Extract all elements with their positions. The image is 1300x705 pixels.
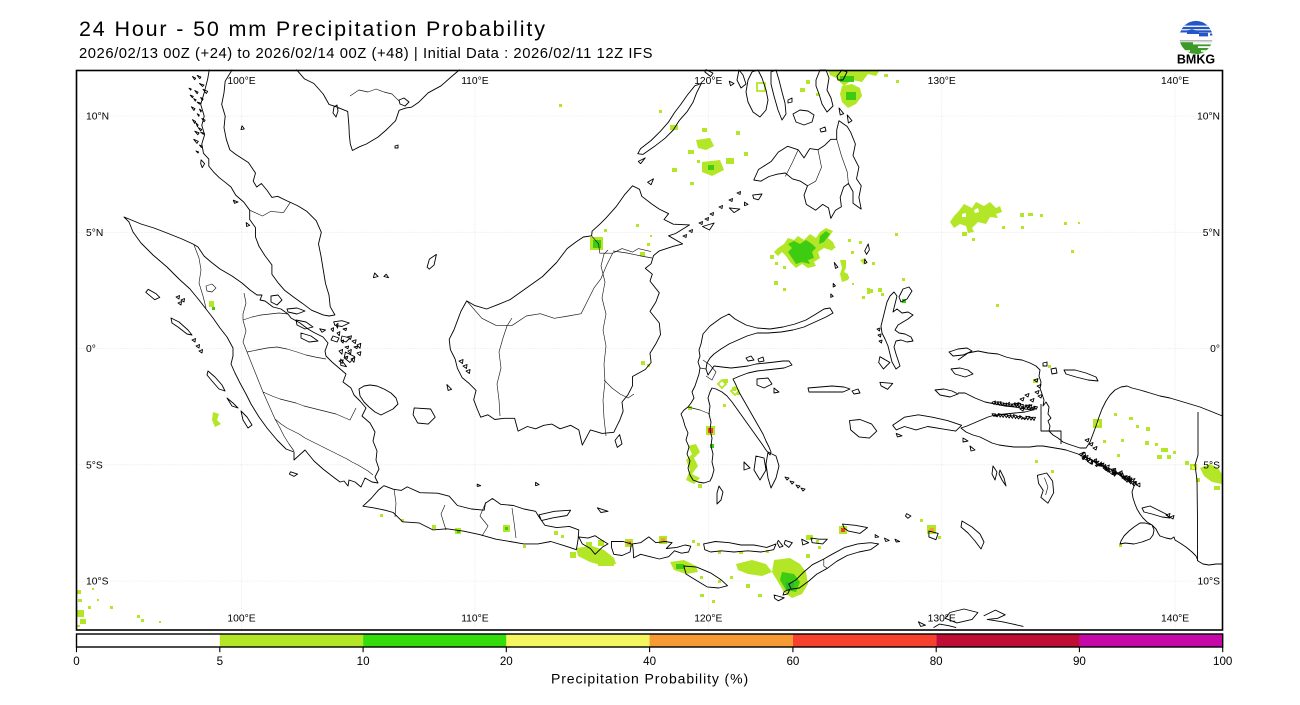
svg-text:110°E: 110°E: [461, 76, 489, 87]
svg-text:10°N: 10°N: [1197, 112, 1220, 123]
svg-text:100°E: 100°E: [227, 614, 255, 625]
svg-text:40: 40: [643, 655, 656, 668]
svg-text:10: 10: [357, 655, 370, 668]
svg-text:100: 100: [1213, 655, 1232, 668]
svg-text:5°N: 5°N: [1203, 228, 1220, 239]
svg-text:120°E: 120°E: [694, 614, 722, 625]
svg-text:10°S: 10°S: [86, 577, 109, 588]
svg-text:80: 80: [930, 655, 943, 668]
svg-text:5: 5: [217, 655, 223, 668]
svg-text:BMKG: BMKG: [1177, 53, 1215, 67]
svg-text:10°S: 10°S: [1198, 577, 1221, 588]
svg-text:10°N: 10°N: [86, 112, 109, 123]
svg-text:5°N: 5°N: [86, 228, 103, 239]
svg-text:0°: 0°: [1210, 344, 1220, 355]
svg-text:130°E: 130°E: [928, 614, 956, 625]
svg-text:0: 0: [73, 655, 79, 668]
svg-text:0°: 0°: [86, 344, 96, 355]
svg-text:140°E: 140°E: [1161, 76, 1189, 87]
svg-text:130°E: 130°E: [928, 76, 956, 87]
svg-text:110°E: 110°E: [461, 614, 489, 625]
svg-text:5°S: 5°S: [86, 460, 103, 471]
svg-text:60: 60: [786, 655, 799, 668]
svg-text:5°S: 5°S: [1203, 460, 1220, 471]
svg-text:140°E: 140°E: [1161, 614, 1189, 625]
svg-text:120°E: 120°E: [694, 76, 722, 87]
svg-text:Precipitation Probability (%): Precipitation Probability (%): [551, 671, 749, 687]
svg-text:20: 20: [500, 655, 513, 668]
svg-text:90: 90: [1073, 655, 1086, 668]
svg-text:100°E: 100°E: [227, 76, 255, 87]
